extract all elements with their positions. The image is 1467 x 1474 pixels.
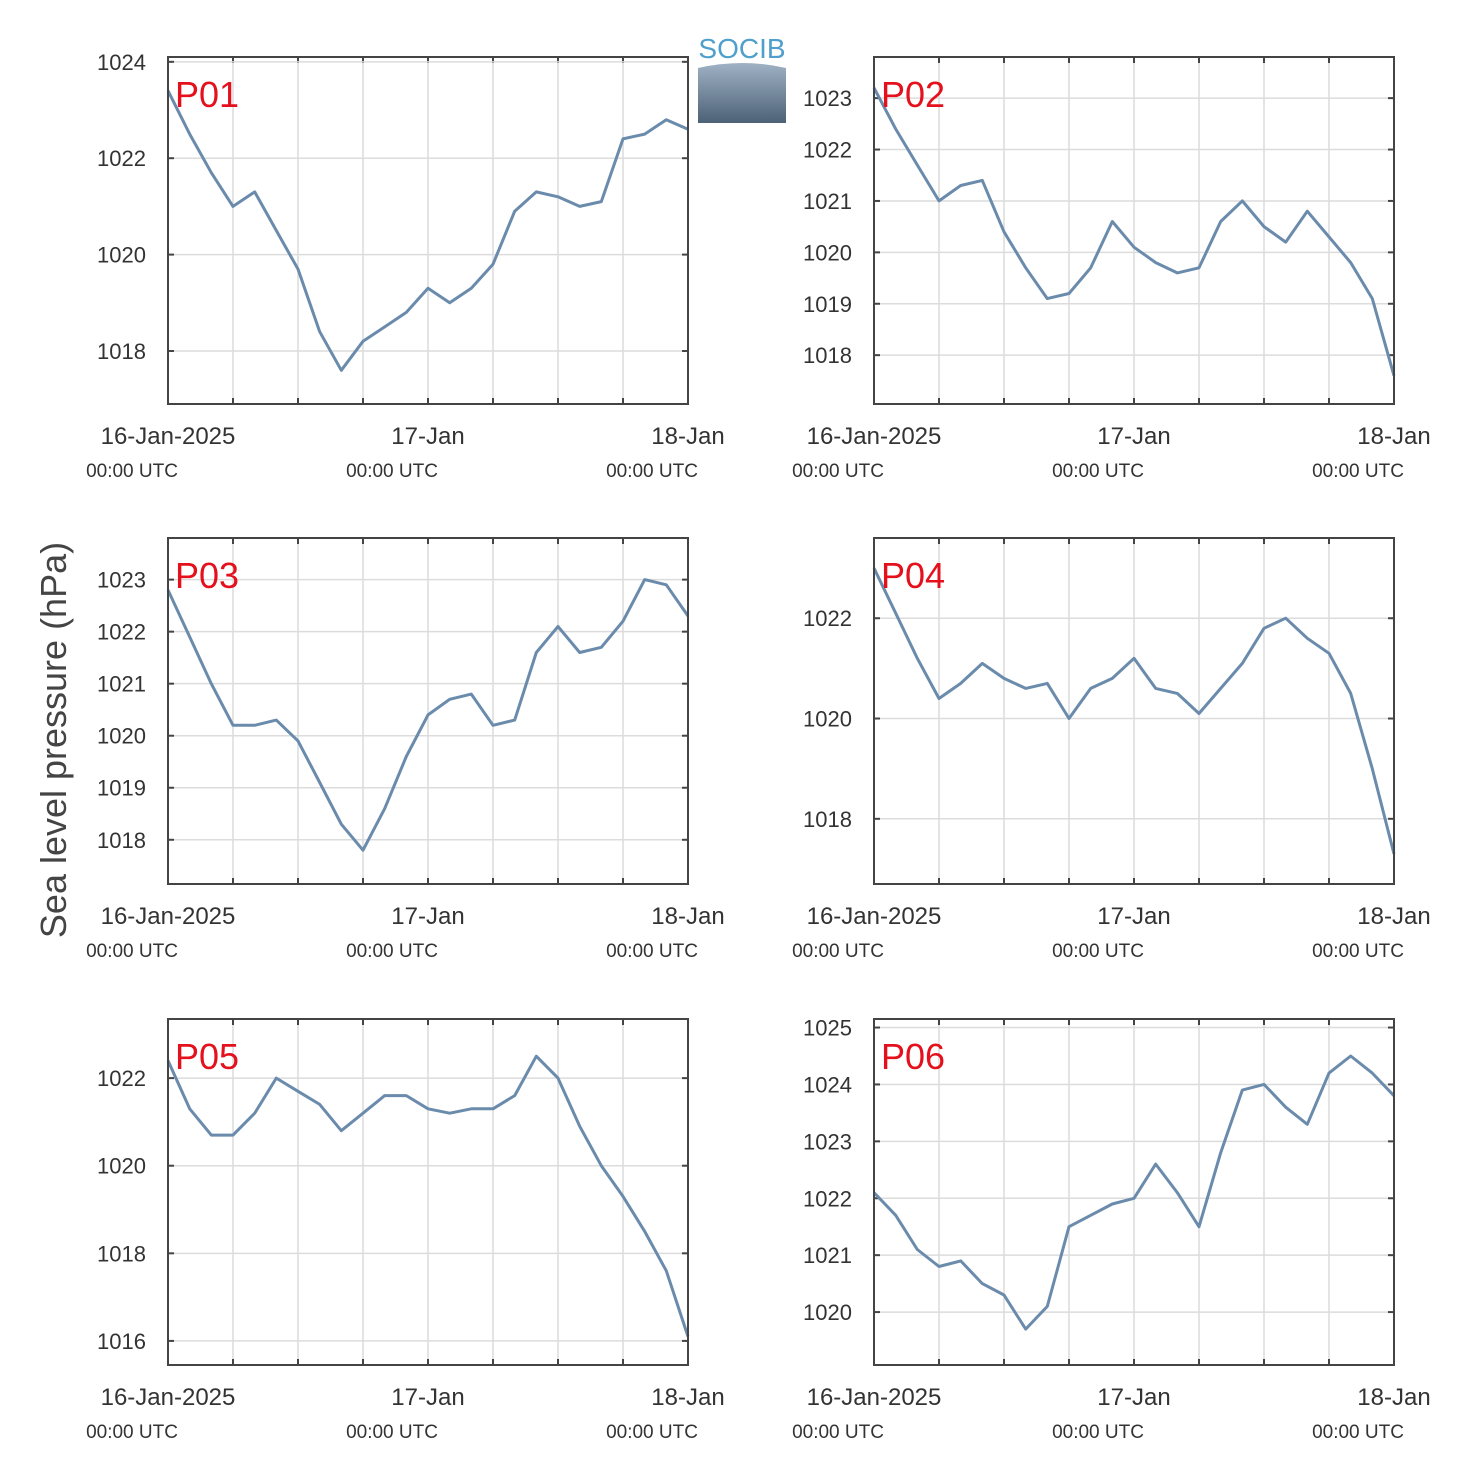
x-tick-sublabel: 00:00 UTC	[792, 1422, 884, 1443]
y-tick-label: 1021	[803, 189, 852, 214]
panel: 16-Jan-2025 00:00 UTC 17-Jan 00:00 UTC 18-Ja…	[86, 50, 725, 482]
x-tick-sublabel: 00:00 UTC	[1312, 1422, 1404, 1443]
x-tick-sublabel: 00:00 UTC	[606, 1422, 698, 1443]
x-tick-label: 17-Jan	[1097, 903, 1170, 930]
y-tick-label: 1020	[97, 724, 146, 749]
x-tick-sublabel: 00:00 UTC	[346, 941, 438, 962]
x-tick-label: 18-Jan	[651, 423, 724, 450]
x-tick-label: 16-Jan-2025	[101, 1384, 236, 1411]
data-line	[166, 578, 690, 852]
y-tick-label: 1018	[97, 1241, 146, 1266]
y-tick-label: 1020	[803, 707, 852, 732]
y-tick-label: 1023	[803, 86, 852, 111]
data-line	[872, 1054, 1396, 1331]
x-tick-label: 17-Jan	[1097, 1384, 1170, 1411]
x-tick-label: 17-Jan	[391, 1384, 464, 1411]
y-tick-label: 1019	[97, 776, 146, 801]
plot-frame	[873, 56, 1395, 405]
panel: 16-Jan-2025 00:00 UTC 17-Jan 00:00 UTC 18-Ja…	[86, 1018, 725, 1443]
x-tick-label: 18-Jan	[1357, 903, 1430, 930]
x-tick-sublabel: 00:00 UTC	[606, 941, 698, 962]
x-tick-sublabel: 00:00 UTC	[346, 461, 438, 482]
x-tick-sublabel: 00:00 UTC	[1052, 461, 1144, 482]
panel: 16-Jan-2025 00:00 UTC 17-Jan 00:00 UTC 18-Ja…	[792, 537, 1431, 962]
x-tick-label: 16-Jan-2025	[807, 903, 942, 930]
data-line	[166, 1054, 690, 1337]
panel: 16-Jan-2025 00:00 UTC 17-Jan 00:00 UTC 18-Ja…	[86, 537, 725, 962]
data-line	[166, 90, 689, 372]
x-tick-sublabel: 00:00 UTC	[1052, 1422, 1144, 1443]
x-tick-label: 18-Jan	[651, 903, 724, 930]
x-tick-label: 18-Jan	[1357, 423, 1430, 450]
x-tick-label: 17-Jan	[391, 903, 464, 930]
x-tick-sublabel: 00:00 UTC	[86, 1422, 178, 1443]
y-tick-label: 1022	[97, 1066, 146, 1091]
logo-text: SOCIB	[698, 33, 785, 64]
x-tick-sublabel: 00:00 UTC	[792, 461, 884, 482]
y-tick-label: 1022	[803, 138, 852, 163]
y-tick-label: 1023	[97, 568, 146, 593]
x-tick-label: 16-Jan-2025	[807, 1384, 942, 1411]
y-tick-label: 1019	[803, 292, 852, 317]
x-tick-sublabel: 00:00 UTC	[606, 461, 698, 482]
plot-frame	[873, 1018, 1395, 1366]
y-tick-label: 1024	[803, 1072, 852, 1097]
panel: 16-Jan-2025 00:00 UTC 17-Jan 00:00 UTC 18-Ja…	[792, 56, 1431, 482]
y-tick-label: 1020	[803, 1300, 852, 1325]
y-tick-label: 1021	[97, 672, 146, 697]
plot-frame	[873, 537, 1395, 885]
y-tick-label: 1018	[803, 343, 852, 368]
y-tick-label: 1021	[803, 1243, 852, 1268]
panel-title: P02	[881, 74, 945, 115]
y-tick-label: 1022	[97, 146, 146, 171]
y-tick-label: 1025	[803, 1016, 852, 1041]
y-tick-label: 1020	[803, 240, 852, 265]
x-tick-sublabel: 00:00 UTC	[1052, 941, 1144, 962]
data-line	[872, 87, 1396, 377]
logo: SOCIB	[698, 33, 786, 123]
panel: 16-Jan-2025 00:00 UTC 17-Jan 00:00 UTC 18-Ja…	[792, 1016, 1431, 1443]
x-tick-label: 18-Jan	[1357, 1384, 1430, 1411]
plot-frame	[167, 537, 689, 885]
x-tick-sublabel: 00:00 UTC	[86, 461, 178, 482]
x-tick-label: 16-Jan-2025	[101, 903, 236, 930]
panel-title: P03	[175, 555, 239, 596]
x-tick-sublabel: 00:00 UTC	[792, 941, 884, 962]
panel-title: P05	[175, 1036, 239, 1077]
plot-frame	[167, 1018, 689, 1366]
x-tick-sublabel: 00:00 UTC	[86, 941, 178, 962]
y-axis-label: Sea level pressure (hPa)	[33, 542, 74, 938]
x-tick-label: 17-Jan	[1097, 423, 1170, 450]
y-tick-label: 1022	[803, 606, 852, 631]
y-tick-label: 1016	[97, 1329, 146, 1354]
y-tick-label: 1022	[97, 620, 146, 645]
y-tick-label: 1023	[803, 1129, 852, 1154]
x-tick-label: 16-Jan-2025	[807, 423, 942, 450]
x-tick-label: 17-Jan	[391, 423, 464, 450]
y-tick-label: 1022	[803, 1186, 852, 1211]
data-line	[872, 567, 1396, 855]
x-tick-sublabel: 00:00 UTC	[1312, 461, 1404, 482]
x-tick-sublabel: 00:00 UTC	[1312, 941, 1404, 962]
panel-title: P06	[881, 1036, 945, 1077]
y-tick-label: 1018	[97, 828, 146, 853]
panel-title: P04	[881, 555, 945, 596]
y-tick-label: 1020	[97, 1154, 146, 1179]
x-tick-label: 18-Jan	[651, 1384, 724, 1411]
x-tick-label: 16-Jan-2025	[101, 423, 236, 450]
y-tick-label: 1018	[97, 339, 146, 364]
panel-title: P01	[175, 74, 239, 115]
logo-shape	[698, 63, 786, 123]
y-tick-label: 1020	[97, 243, 146, 268]
plot-frame	[167, 56, 689, 405]
y-tick-label: 1024	[97, 50, 146, 75]
y-tick-label: 1018	[803, 807, 852, 832]
x-tick-sublabel: 00:00 UTC	[346, 1422, 438, 1443]
